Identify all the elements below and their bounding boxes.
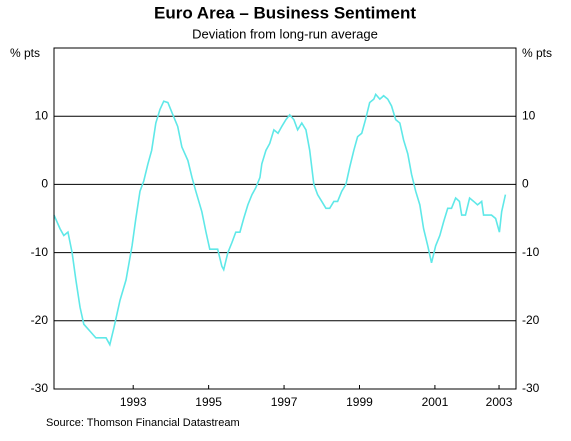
x-tick-label: 1999 (346, 395, 373, 409)
y-axis-label: % pts (10, 46, 40, 60)
y2-tick-label: -20 (522, 313, 540, 327)
y-tick-label: -20 (31, 313, 49, 327)
x-tick-label: 1997 (271, 395, 298, 409)
data-line (53, 92, 507, 347)
y2-tick-label: 10 (522, 108, 536, 122)
y-tick-label: 0 (41, 177, 48, 191)
x-tick-label: 1993 (120, 395, 147, 409)
y2-tick-label: 0 (522, 177, 529, 191)
y2-tick-label: -30 (522, 381, 540, 395)
y-tick-label: -30 (31, 381, 49, 395)
y2-tick-label: -10 (522, 245, 540, 259)
y2-axis-label: % pts (522, 46, 552, 60)
chart-title: Euro Area – Business Sentiment (154, 3, 416, 22)
x-tick-label: 2003 (486, 395, 513, 409)
y-tick-label: -10 (31, 245, 49, 259)
chart-subtitle: Deviation from long-run average (192, 26, 378, 41)
plot-frame (53, 47, 517, 390)
x-tick-label: 2001 (422, 395, 449, 409)
x-tick-label: 1995 (195, 395, 222, 409)
source-note: Source: Thomson Financial Datastream (46, 417, 240, 429)
y-tick-label: 10 (35, 108, 49, 122)
